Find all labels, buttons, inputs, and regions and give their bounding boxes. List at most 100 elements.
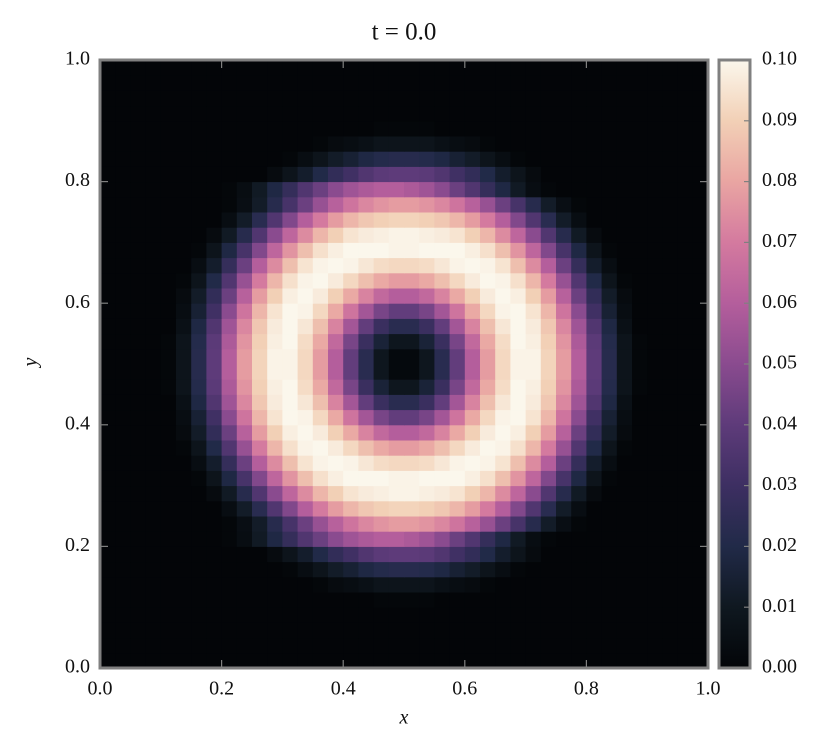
heatmap-cell (510, 348, 527, 365)
heatmap-cell (160, 303, 177, 319)
heatmap-cell (100, 151, 116, 167)
heatmap-cell (343, 394, 359, 411)
heatmap-cell (160, 546, 177, 563)
heatmap-cell (206, 136, 223, 152)
heatmap-cell (571, 151, 587, 167)
heatmap-cell (510, 105, 527, 122)
heatmap-cell (328, 318, 344, 335)
heatmap-cell (252, 394, 268, 411)
heatmap-cell (601, 90, 618, 107)
heatmap-cell (130, 136, 147, 152)
heatmap-cell (495, 318, 511, 335)
heatmap-cell (449, 440, 466, 456)
heatmap-cell (571, 288, 587, 304)
heatmap-cell (343, 607, 359, 623)
heatmap-cell (510, 409, 527, 426)
heatmap-cell (495, 394, 511, 411)
y-axis-label: y (20, 357, 42, 368)
heatmap-cell (677, 516, 694, 532)
heatmap-cell (540, 318, 557, 335)
heatmap-cell (191, 272, 207, 289)
heatmap-cell (556, 470, 572, 487)
heatmap-cell (145, 561, 162, 578)
heatmap-cell (358, 531, 375, 547)
heatmap-cell (480, 181, 496, 198)
heatmap-cell (282, 120, 299, 137)
heatmap-cell (176, 166, 192, 183)
heatmap-cell (449, 455, 466, 471)
heatmap-cell (692, 576, 709, 593)
heatmap-cell (525, 424, 542, 441)
heatmap-cell (115, 394, 131, 411)
heatmap-cell (540, 242, 557, 259)
heatmap-cell (464, 364, 481, 380)
heatmap-cell (647, 576, 663, 593)
heatmap-cell (616, 364, 633, 380)
heatmap-cell (297, 576, 314, 593)
heatmap-cell (632, 166, 648, 183)
heatmap-cell (510, 592, 527, 608)
heatmap-cell (464, 379, 481, 395)
heatmap-cell (632, 242, 648, 259)
heatmap-cell (480, 424, 496, 441)
heatmap-cell (571, 531, 587, 547)
heatmap-cell (540, 652, 557, 669)
heatmap-cell (206, 60, 223, 76)
heatmap-cell (343, 409, 359, 426)
heatmap-cell (692, 485, 709, 502)
heatmap-cell (191, 166, 207, 183)
heatmap-cell (677, 500, 694, 517)
heatmap-cell (556, 242, 572, 259)
heatmap-cell (510, 318, 527, 335)
heatmap-cell (480, 637, 496, 654)
heatmap-cell (419, 212, 435, 228)
heatmap-cell (632, 257, 648, 274)
heatmap-cell (434, 622, 451, 639)
heatmap-cell (404, 257, 420, 274)
heatmap-cell (692, 75, 709, 91)
heatmap-cell (373, 257, 390, 274)
heatmap-cell (419, 500, 435, 517)
heatmap-cell (191, 120, 207, 137)
heatmap-cell (662, 136, 679, 152)
heatmap-cell (419, 181, 435, 198)
heatmap-cell (115, 348, 131, 365)
heatmap-cell (388, 60, 405, 76)
heatmap-cell (388, 136, 405, 152)
heatmap-cell (282, 394, 299, 411)
heatmap-cell (191, 196, 207, 213)
heatmap-cell (267, 227, 283, 243)
heatmap-cell (160, 652, 177, 669)
heatmap-cell (419, 485, 435, 502)
heatmap-cell (343, 348, 359, 365)
heatmap-cell (130, 531, 147, 547)
heatmap-cell (434, 546, 451, 563)
heatmap-cell (236, 288, 253, 304)
heatmap-cell (252, 531, 268, 547)
heatmap-cell (312, 637, 329, 654)
heatmap-cell (647, 166, 663, 183)
heatmap-cell (358, 485, 375, 502)
heatmap-cell (388, 379, 405, 395)
heatmap-cell (388, 637, 405, 654)
heatmap-cell (100, 470, 116, 487)
heatmap-cell (130, 90, 147, 107)
heatmap-cell (328, 592, 344, 608)
heatmap-cell (464, 272, 481, 289)
heatmap-cell (586, 272, 603, 289)
heatmap-cell (464, 166, 481, 183)
heatmap-cell (540, 394, 557, 411)
heatmap-cell (100, 379, 116, 395)
heatmap-cell (145, 364, 162, 380)
heatmap-cell (373, 166, 390, 183)
heatmap-cell (221, 531, 238, 547)
heatmap-cell (191, 288, 207, 304)
heatmap-cell (616, 257, 633, 274)
heatmap-cell (449, 394, 466, 411)
heatmap-cell (160, 257, 177, 274)
heatmap-cell (616, 348, 633, 365)
heatmap-cell (419, 348, 435, 365)
heatmap-cell (495, 546, 511, 563)
heatmap-cell (404, 272, 420, 289)
heatmap-cell (434, 470, 451, 487)
